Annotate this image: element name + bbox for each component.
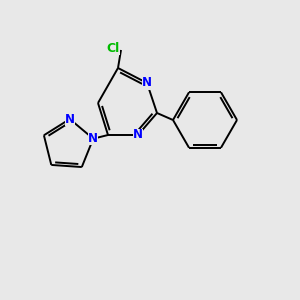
Text: Cl: Cl <box>106 41 120 55</box>
Text: N: N <box>133 128 143 142</box>
Text: N: N <box>142 76 152 89</box>
Text: N: N <box>65 112 75 126</box>
Text: N: N <box>88 132 98 145</box>
